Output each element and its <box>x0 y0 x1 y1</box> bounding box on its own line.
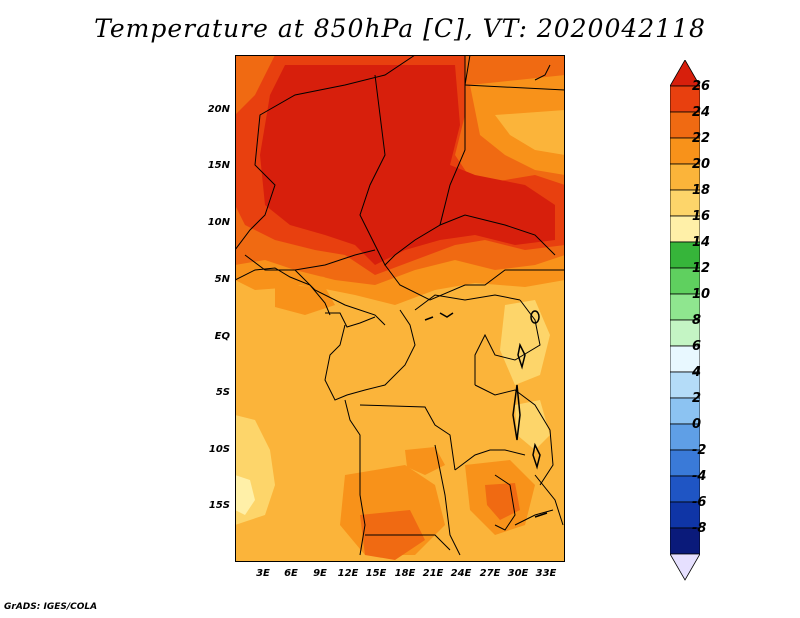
colorbar-segment <box>670 371 700 399</box>
colorbar-label: 14 <box>692 235 711 250</box>
colorbar-label: 2 <box>692 391 702 406</box>
lon-label-24e: 24E <box>450 568 472 579</box>
colorbar-label: 0 <box>692 417 702 432</box>
colorbar <box>670 60 700 581</box>
lon-label-21e: 21E <box>422 568 444 579</box>
colorbar-segment <box>670 215 700 243</box>
colorbar-label: 4 <box>692 365 702 380</box>
colorbar-segment <box>670 189 700 217</box>
colorbar-segment <box>670 501 700 529</box>
colorbar-segment <box>670 163 700 191</box>
map-frame <box>235 55 565 562</box>
lon-label-18e: 18E <box>394 568 416 579</box>
colorbar-segment <box>670 423 700 451</box>
colorbar-label: 24 <box>692 105 711 120</box>
lakes <box>424 310 548 518</box>
lon-label-9e: 9E <box>313 568 327 579</box>
colorbar-label: 12 <box>692 261 711 276</box>
colorbar-bottom-triangle <box>670 553 700 581</box>
colorbar-label: 20 <box>692 157 711 172</box>
country-borders <box>235 55 565 556</box>
colorbar-segment <box>670 85 700 113</box>
grads-credit: GrADS: IGES/COLA <box>4 602 98 612</box>
lon-label-3e: 3E <box>256 568 270 579</box>
colorbar-segment <box>670 241 700 269</box>
colorbar-label: -4 <box>692 469 707 484</box>
temperature-map <box>235 55 565 562</box>
colorbar-segment <box>670 267 700 295</box>
colorbar-label: -6 <box>692 495 707 510</box>
lat-label-20n: 20N <box>207 104 230 115</box>
lon-label-15e: 15E <box>365 568 387 579</box>
colorbar-label: 26 <box>692 79 711 94</box>
colorbar-segment <box>670 293 700 321</box>
lat-label-15n: 15N <box>207 160 230 171</box>
lon-label-30e: 30E <box>507 568 529 579</box>
lat-label-15s: 15S <box>208 500 230 511</box>
lat-label-10n: 10N <box>207 217 230 228</box>
map-title: Temperature at 850hPa [C], VT: 202004211… <box>94 14 706 43</box>
colorbar-label: 6 <box>692 339 702 354</box>
lat-label-5s: 5S <box>215 387 230 398</box>
colorbar-segment <box>670 449 700 477</box>
lat-label-5n: 5N <box>214 274 230 285</box>
colorbar-label: 18 <box>692 183 711 198</box>
colorbar-label: 8 <box>692 313 702 328</box>
lat-label-10s: 10S <box>208 444 230 455</box>
colorbar-label: 22 <box>692 131 711 146</box>
lon-label-6e: 6E <box>284 568 298 579</box>
temperature-field <box>235 55 565 562</box>
colorbar-label: -2 <box>692 443 707 458</box>
lat-label-eq: EQ <box>214 331 230 342</box>
colorbar-label: -8 <box>692 521 707 536</box>
lon-label-27e: 27E <box>479 568 501 579</box>
colorbar-label: 10 <box>692 287 711 302</box>
colorbar-label: 16 <box>692 209 711 224</box>
colorbar-segment <box>670 527 700 555</box>
lon-label-12e: 12E <box>337 568 359 579</box>
lon-label-33e: 33E <box>535 568 557 579</box>
